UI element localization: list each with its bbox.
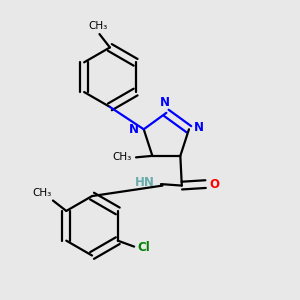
- Text: CH₃: CH₃: [112, 152, 132, 162]
- Text: HN: HN: [135, 176, 155, 189]
- Text: N: N: [160, 96, 170, 109]
- Text: N: N: [194, 121, 203, 134]
- Text: Cl: Cl: [137, 241, 150, 254]
- Text: N: N: [129, 123, 139, 136]
- Text: O: O: [209, 178, 219, 190]
- Text: CH₃: CH₃: [88, 21, 108, 31]
- Text: CH₃: CH₃: [32, 188, 51, 198]
